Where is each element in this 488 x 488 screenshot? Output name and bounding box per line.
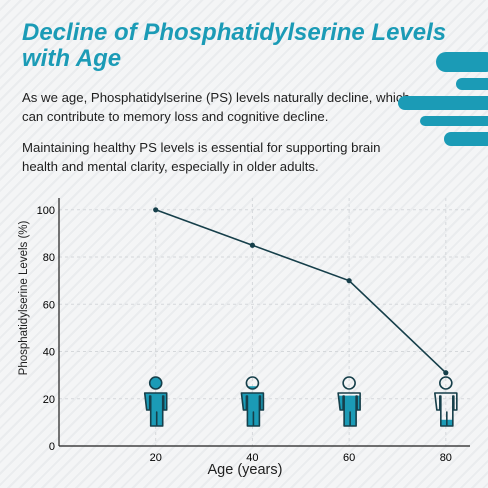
- page-title: Decline of Phosphatidylserine Levels wit…: [22, 19, 447, 72]
- data-point: [153, 207, 159, 213]
- data-point: [443, 370, 449, 376]
- y-tick-label: 0: [49, 441, 55, 453]
- series-line: [155, 209, 447, 374]
- person-icon: [434, 376, 458, 427]
- x-tick-label: 20: [150, 452, 162, 464]
- y-axis-label: Phosphatidylserine Levels (%): [18, 220, 30, 375]
- person-outline: [240, 376, 265, 427]
- decorative-wave-icon: [398, 52, 488, 146]
- x-tick-label: 80: [440, 452, 452, 464]
- person-icon: [337, 376, 361, 427]
- y-tick-label: 80: [43, 252, 55, 264]
- person-outline: [143, 376, 168, 427]
- y-tick-label: 100: [37, 205, 55, 217]
- x-axis-label: Age (years): [208, 462, 283, 478]
- chart: 0 20 40 60 80 100 20 40 60 80 Phosphatidylserine …: [0, 190, 488, 488]
- x-tick-label: 60: [343, 452, 355, 464]
- tick-labels: 0 20 40 60 80 100 20 40 60 80: [37, 205, 452, 464]
- person-fill: [144, 377, 167, 426]
- data-point: [249, 242, 256, 248]
- data-point: [346, 278, 352, 284]
- person-icon: [143, 376, 168, 427]
- person-outline: [337, 376, 361, 427]
- line-chart: 0 20 40 60 80 100 20 40 60 80 Phosphatidylserine …: [18, 198, 470, 478]
- intro-paragraph: As we age, Phosphatidylserine (PS) level…: [22, 90, 410, 124]
- person-outline: [434, 376, 458, 427]
- health-paragraph: Maintaining healthy PS levels is essenti…: [22, 140, 381, 174]
- person-icon: [240, 376, 265, 427]
- y-tick-label: 60: [43, 299, 55, 311]
- person-markers: [143, 376, 458, 427]
- y-tick-label: 40: [43, 347, 55, 359]
- series: [153, 207, 449, 376]
- grid: [59, 198, 470, 447]
- axes: [58, 198, 470, 447]
- x-tick-label: 40: [246, 452, 258, 464]
- person-fill: [338, 395, 361, 426]
- y-tick-label: 20: [43, 394, 55, 406]
